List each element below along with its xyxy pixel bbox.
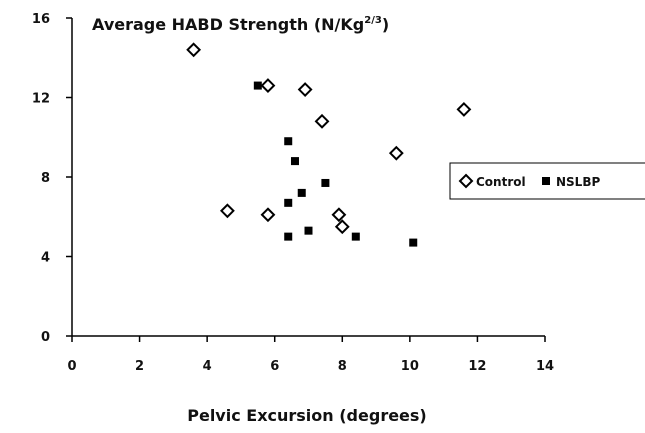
x-tick-label: 10 [401,359,419,374]
control-point [297,82,313,97]
y-axis-title: Average HABD Strength (N/Kg2/3) [92,15,389,34]
x-tick-label: 14 [536,359,554,374]
legend-items: Control NSLBP [458,173,600,189]
nslbp-legend-marker [542,177,550,185]
y-tick-label: 0 [41,330,50,345]
y-axis-ticks: 0 4 8 12 16 [32,12,72,345]
nslbp-point [304,226,313,235]
nslbp-point [351,232,360,241]
control-point [456,102,472,117]
control-point [314,113,330,129]
y-tick-label: 8 [41,171,50,186]
control-point [260,207,276,223]
control-point [334,219,350,235]
legend-label: Control [476,175,526,189]
y-axis-title-superscript: 2/3 [364,15,382,26]
nslbp-point [284,137,293,146]
data-points [186,42,472,247]
y-tick-label: 12 [32,92,50,107]
nslbp-point [253,81,262,90]
nslbp-point [409,238,418,247]
nslbp-point [284,198,293,207]
nslbp-point [284,232,293,241]
control-point [331,207,347,223]
control-point [388,145,404,161]
nslbp-point [290,157,299,166]
x-tick-label: 0 [67,359,76,374]
plot-area: 0 4 8 12 16 0 2 4 6 8 10 12 14 [32,12,554,374]
x-axis-title: Pelvic Excursion (degrees) [187,406,427,425]
control-point [220,203,235,219]
x-tick-label: 12 [468,359,486,374]
x-tick-label: 6 [270,359,279,374]
control-legend-marker [458,173,474,189]
y-axis-title-main: Average HABD Strength (N/Kg [92,15,364,34]
y-axis-title-end: ) [382,15,389,34]
nslbp-point [297,188,306,197]
nslbp-point [321,178,330,187]
x-axis-ticks: 0 2 4 6 8 10 12 14 [67,336,554,374]
control-point [186,42,202,58]
x-tick-label: 8 [338,359,347,374]
x-tick-label: 4 [203,359,212,374]
x-tick-label: 2 [135,359,144,374]
control-point [260,78,276,93]
legend: Control NSLBP [449,162,645,200]
y-tick-label: 4 [41,251,50,266]
y-tick-label: 16 [32,12,50,27]
legend-label: NSLBP [556,175,600,189]
